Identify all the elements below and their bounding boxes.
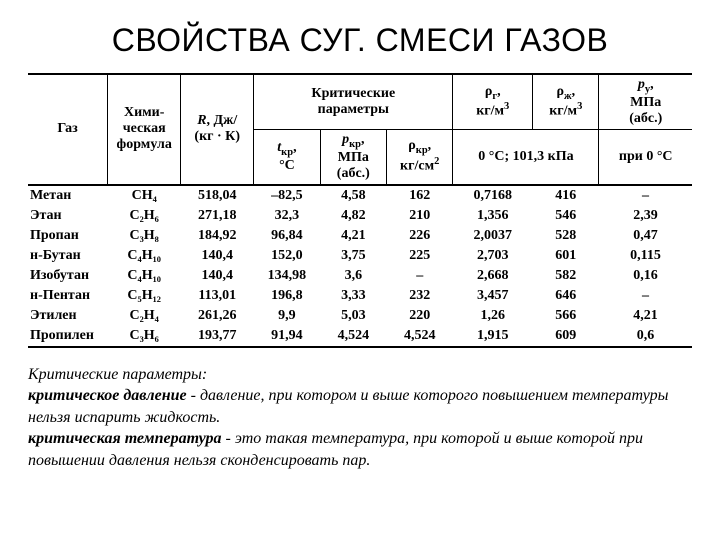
- cell-rho_g: 0,7168: [453, 185, 533, 206]
- cell-gas: Метан: [28, 185, 108, 206]
- th-pu-cond: при 0 °С: [599, 129, 692, 184]
- cell-rho: 220: [387, 306, 453, 326]
- cell-R: 113,01: [181, 286, 254, 306]
- cell-R: 140,4: [181, 246, 254, 266]
- note-t-term: критическая температура: [28, 430, 222, 447]
- cell-rho: 210: [387, 206, 453, 226]
- cell-pu: 0,6: [599, 326, 692, 347]
- th-gas: Газ: [28, 74, 108, 185]
- cell-pu: 0,115: [599, 246, 692, 266]
- properties-table: Газ Хими-ческаяформула R, Дж/(кг · К) Кр…: [28, 73, 692, 348]
- notes: Критические параметры: критическое давле…: [28, 364, 692, 472]
- th-crit-group: Критическиепараметры: [254, 74, 453, 129]
- th-rho-g: ρг,кг/м3: [453, 74, 533, 129]
- cell-rho_g: 1,915: [453, 326, 533, 347]
- cell-rho_g: 2,668: [453, 266, 533, 286]
- cell-t: 134,98: [254, 266, 320, 286]
- cell-gas: н-Пентан: [28, 286, 108, 306]
- cell-pu: 2,39: [599, 206, 692, 226]
- cell-gas: н-Бутан: [28, 246, 108, 266]
- cell-gas: Этан: [28, 206, 108, 226]
- cell-rho_l: 416: [533, 185, 599, 206]
- th-crit-t: tкр,°С: [254, 129, 320, 184]
- cell-R: 140,4: [181, 266, 254, 286]
- cell-rho_l: 546: [533, 206, 599, 226]
- th-crit-rho: ρкр,кг/см2: [387, 129, 453, 184]
- cell-formula: C₃H₈: [108, 226, 181, 246]
- th-rho-l: ρж,кг/м3: [533, 74, 599, 129]
- cell-rho: –: [387, 266, 453, 286]
- cell-t: 9,9: [254, 306, 320, 326]
- table-body: МетанCH₄518,04–82,54,581620,7168416–Этан…: [28, 185, 692, 347]
- cell-t: 96,84: [254, 226, 320, 246]
- table-row: МетанCH₄518,04–82,54,581620,7168416–: [28, 185, 692, 206]
- table-row: ПропанC₃H₈184,9296,844,212262,00375280,4…: [28, 226, 692, 246]
- cell-rho_g: 3,457: [453, 286, 533, 306]
- cell-t: –82,5: [254, 185, 320, 206]
- table-row: ЭтиленC₂H₄261,269,95,032201,265664,21: [28, 306, 692, 326]
- table-row: ИзобутанC₄H₁₀140,4134,983,6–2,6685820,16: [28, 266, 692, 286]
- cell-rho_g: 2,703: [453, 246, 533, 266]
- table-row: н-ПентанC₅H₁₂113,01196,83,332323,457646–: [28, 286, 692, 306]
- cell-R: 184,92: [181, 226, 254, 246]
- cell-formula: C₂H₄: [108, 306, 181, 326]
- cell-p: 3,33: [320, 286, 386, 306]
- cell-formula: CH₄: [108, 185, 181, 206]
- cell-rho_l: 646: [533, 286, 599, 306]
- cell-pu: –: [599, 286, 692, 306]
- cell-rho_g: 1,26: [453, 306, 533, 326]
- cell-rho: 4,524: [387, 326, 453, 347]
- notes-lead: Критические параметры:: [28, 364, 692, 386]
- table-row: ЭтанC₂H₆271,1832,34,822101,3565462,39: [28, 206, 692, 226]
- cell-rho_l: 609: [533, 326, 599, 347]
- cell-gas: Изобутан: [28, 266, 108, 286]
- cell-rho: 162: [387, 185, 453, 206]
- cell-rho: 226: [387, 226, 453, 246]
- note-p-term: критическое давление: [28, 387, 187, 404]
- cell-t: 196,8: [254, 286, 320, 306]
- cell-formula: C₄H₁₀: [108, 246, 181, 266]
- cell-rho_l: 582: [533, 266, 599, 286]
- cell-gas: Этилен: [28, 306, 108, 326]
- cell-p: 5,03: [320, 306, 386, 326]
- th-crit-p: pкр,МПа(абс.): [320, 129, 386, 184]
- cell-R: 271,18: [181, 206, 254, 226]
- cell-t: 152,0: [254, 246, 320, 266]
- cell-t: 32,3: [254, 206, 320, 226]
- cell-formula: C₃H₆: [108, 326, 181, 347]
- cell-R: 261,26: [181, 306, 254, 326]
- cell-rho_l: 601: [533, 246, 599, 266]
- cell-pu: 4,21: [599, 306, 692, 326]
- th-cond: 0 °С; 101,3 кПа: [453, 129, 599, 184]
- cell-p: 4,524: [320, 326, 386, 347]
- table-row: н-БутанC₄H₁₀140,4152,03,752252,7036010,1…: [28, 246, 692, 266]
- cell-gas: Пропан: [28, 226, 108, 246]
- cell-rho_l: 566: [533, 306, 599, 326]
- table-row: ПропиленC₃H₆193,7791,944,5244,5241,91560…: [28, 326, 692, 347]
- cell-p: 4,58: [320, 185, 386, 206]
- cell-t: 91,94: [254, 326, 320, 347]
- cell-rho_g: 2,0037: [453, 226, 533, 246]
- cell-p: 4,21: [320, 226, 386, 246]
- cell-formula: C₅H₁₂: [108, 286, 181, 306]
- th-R: R, Дж/(кг · К): [181, 74, 254, 185]
- cell-pu: –: [599, 185, 692, 206]
- cell-p: 3,75: [320, 246, 386, 266]
- cell-p: 4,82: [320, 206, 386, 226]
- page-title: СВОЙСТВА СУГ. СМЕСИ ГАЗОВ: [28, 22, 692, 59]
- th-formula: Хими-ческаяформула: [108, 74, 181, 185]
- cell-pu: 0,47: [599, 226, 692, 246]
- cell-p: 3,6: [320, 266, 386, 286]
- cell-R: 193,77: [181, 326, 254, 347]
- th-pu: pу,МПа(абс.): [599, 74, 692, 129]
- cell-R: 518,04: [181, 185, 254, 206]
- cell-pu: 0,16: [599, 266, 692, 286]
- cell-formula: C₄H₁₀: [108, 266, 181, 286]
- cell-rho_l: 528: [533, 226, 599, 246]
- cell-gas: Пропилен: [28, 326, 108, 347]
- cell-formula: C₂H₆: [108, 206, 181, 226]
- cell-rho: 232: [387, 286, 453, 306]
- cell-rho: 225: [387, 246, 453, 266]
- cell-rho_g: 1,356: [453, 206, 533, 226]
